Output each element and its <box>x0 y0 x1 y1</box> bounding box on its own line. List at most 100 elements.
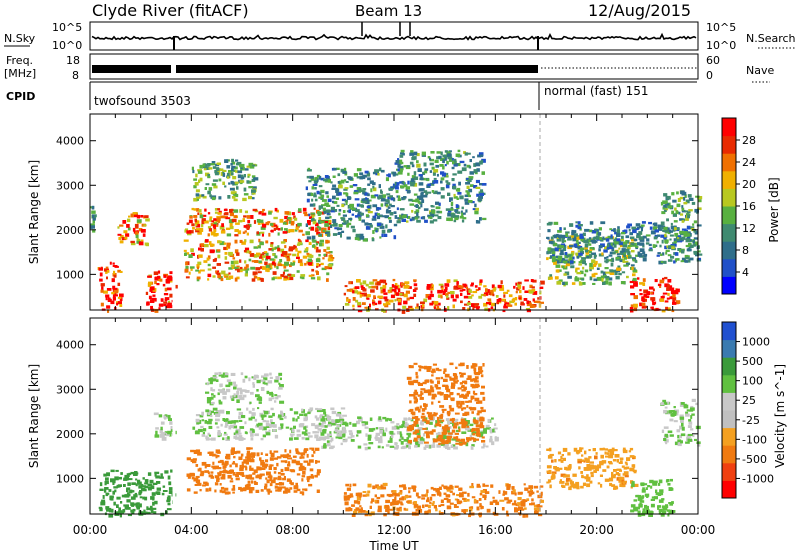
cell-1-76 <box>107 309 110 313</box>
cell-3-65 <box>145 291 149 295</box>
cell-4-243 <box>307 478 310 483</box>
cell-5-159 <box>253 246 259 249</box>
cell-6-54 <box>514 509 518 513</box>
cell-9-0 <box>431 300 436 305</box>
cell-5-176 <box>224 261 230 264</box>
cell-4-224 <box>307 220 311 224</box>
cell-5-117 <box>387 440 393 443</box>
cell-8-18 <box>416 153 420 157</box>
cell-2-19 <box>119 224 124 227</box>
cell-5-302 <box>295 248 298 252</box>
cell-6-377 <box>400 497 403 500</box>
cell-5-207 <box>273 276 278 280</box>
cell-2-38 <box>200 425 204 429</box>
cell-6-418 <box>446 489 451 492</box>
cell-6-146 <box>540 491 543 496</box>
cell-6-193 <box>492 499 498 503</box>
cell-2-52 <box>143 224 147 227</box>
cell-1-27 <box>165 432 170 437</box>
cell-7-203 <box>471 384 476 389</box>
cell-6-280 <box>476 483 480 486</box>
cell-8-36 <box>604 451 607 455</box>
cell-5-231 <box>465 442 469 447</box>
cell-4-9 <box>297 452 303 455</box>
cell-7-217 <box>379 236 382 239</box>
cell-2-117 <box>301 408 304 412</box>
cell-4-98 <box>239 464 242 468</box>
cell-1-79 <box>105 296 108 301</box>
cell-4-57 <box>298 466 303 471</box>
cell-5-122 <box>296 256 300 259</box>
cell-11-259 <box>579 236 584 239</box>
cell-8-347 <box>412 156 417 160</box>
cell-10-32 <box>615 276 620 280</box>
cell-7-121 <box>408 365 414 369</box>
cell-6-180 <box>226 172 230 177</box>
cell-6-22 <box>211 161 216 165</box>
cell-11-246 <box>561 239 565 244</box>
cell-2-8 <box>140 229 146 233</box>
cell-6-120 <box>248 162 254 167</box>
cell-6-170 <box>212 179 218 182</box>
cell-0-101 <box>151 492 156 496</box>
cell-2-311 <box>233 435 238 439</box>
cell-11-302 <box>671 244 675 248</box>
cell-4-259 <box>211 220 214 223</box>
cell-6-373 <box>432 501 435 504</box>
cell-6-176 <box>218 178 222 182</box>
cell-3-24 <box>274 379 279 383</box>
cell-12-48 <box>639 282 644 285</box>
cell-3-17 <box>256 397 260 401</box>
cell-8-212 <box>437 210 443 214</box>
cell-5-54 <box>399 433 403 438</box>
cell-8-104 <box>396 168 399 171</box>
cell-11-79 <box>662 252 665 256</box>
cell-11-217 <box>626 225 631 229</box>
cell-4-257 <box>304 214 309 217</box>
cell-5-214 <box>450 444 454 448</box>
cell-11-306 <box>630 242 635 246</box>
cell-9-329 <box>357 301 362 306</box>
cell-9-409 <box>478 287 481 291</box>
cell-6-341 <box>421 494 426 497</box>
cell-7-81 <box>454 432 459 435</box>
cell-4-99 <box>250 480 254 484</box>
cell-7-211 <box>362 174 367 178</box>
cell-5-39 <box>461 431 467 434</box>
cell-9-285 <box>496 299 501 302</box>
cell-13-14 <box>679 218 684 221</box>
cell-0-62 <box>133 472 138 476</box>
cell-4-354 <box>215 465 219 470</box>
cell-8-33 <box>564 473 567 477</box>
cell-4-98 <box>265 221 270 226</box>
cell-3-150 <box>233 386 237 390</box>
cell-12-32 <box>644 298 647 302</box>
cell-2-338 <box>208 434 211 437</box>
cell-3-78 <box>147 283 152 287</box>
cell-6-343 <box>456 501 461 505</box>
cell-2-296 <box>257 407 260 410</box>
cell-6-2 <box>479 503 482 507</box>
cell-7-92 <box>427 366 432 370</box>
cell-8-298 <box>440 187 445 191</box>
cell-5-389 <box>280 241 286 244</box>
cell-6-348 <box>345 507 350 512</box>
cell-8-160 <box>413 176 419 180</box>
cell-9-423 <box>478 295 483 299</box>
cell-7-102 <box>360 200 364 203</box>
cell-4-357 <box>216 479 220 482</box>
cell-2-313 <box>241 415 246 419</box>
cell-8-238 <box>461 206 464 210</box>
cell-5-93 <box>292 253 297 257</box>
cell-6-376 <box>438 491 441 495</box>
cell-10-239 <box>633 267 636 271</box>
cell-3-15 <box>266 390 270 395</box>
cell-7-395 <box>447 427 450 431</box>
cell-4-360 <box>193 478 197 482</box>
cell-5-212 <box>212 275 216 278</box>
cell-5-394 <box>405 421 408 425</box>
cell-4-367 <box>289 449 292 454</box>
cell-7-241 <box>427 392 432 396</box>
cell-5-34 <box>469 423 474 427</box>
cell-4-21 <box>260 489 264 492</box>
